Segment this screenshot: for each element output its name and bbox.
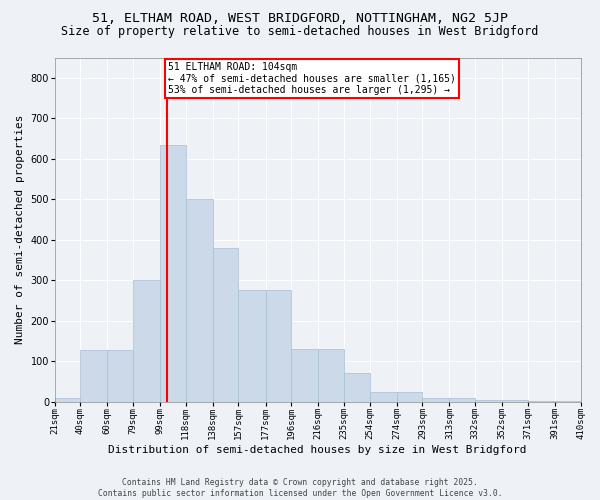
Bar (422, 398, 449, 402)
Bar (449, 398, 475, 402)
Bar (160, 144, 186, 402)
Bar (133, 280, 160, 402)
Text: 51 ELTHAM ROAD: 104sqm
← 47% of semi-detached houses are smaller (1,165)
53% of : 51 ELTHAM ROAD: 104sqm ← 47% of semi-det… (168, 62, 456, 94)
Bar (266, 290, 291, 402)
Bar (318, 349, 344, 402)
Bar (213, 248, 238, 402)
Bar (502, 400, 528, 402)
Bar (55, 398, 80, 402)
Text: Size of property relative to semi-detached houses in West Bridgford: Size of property relative to semi-detach… (61, 25, 539, 38)
Bar (291, 349, 318, 402)
Text: Contains HM Land Registry data © Crown copyright and database right 2025.
Contai: Contains HM Land Registry data © Crown c… (98, 478, 502, 498)
Bar (80, 350, 107, 402)
Bar (475, 400, 502, 402)
Bar (344, 374, 370, 402)
Y-axis label: Number of semi-detached properties: Number of semi-detached properties (15, 115, 25, 344)
Bar (107, 350, 133, 402)
Bar (370, 392, 397, 402)
Bar (528, 401, 555, 402)
Bar (238, 290, 266, 402)
X-axis label: Distribution of semi-detached houses by size in West Bridgford: Distribution of semi-detached houses by … (109, 445, 527, 455)
Text: 51, ELTHAM ROAD, WEST BRIDGFORD, NOTTINGHAM, NG2 5JP: 51, ELTHAM ROAD, WEST BRIDGFORD, NOTTING… (92, 12, 508, 26)
Bar (397, 392, 422, 402)
Bar (186, 199, 213, 402)
